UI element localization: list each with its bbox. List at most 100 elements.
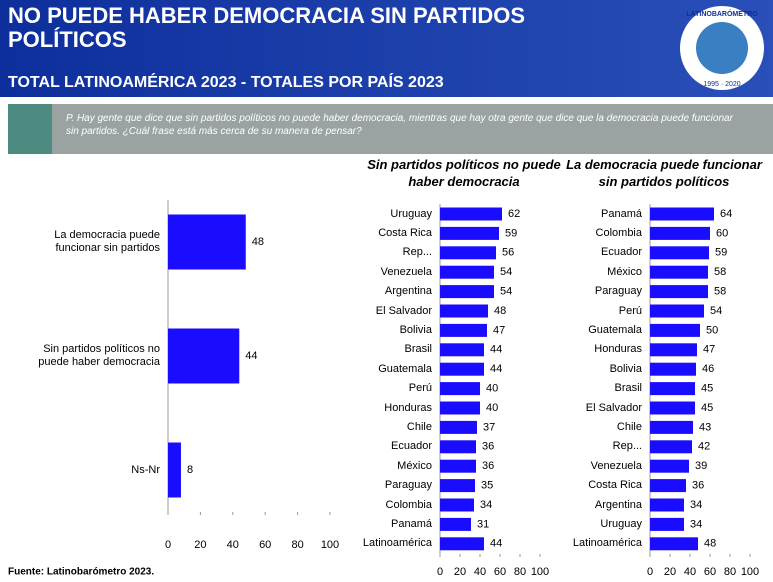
value-label: 39 [695, 460, 707, 472]
value-label: 36 [482, 460, 494, 472]
chart-title-box: La democracia puede funcionar sin partid… [555, 156, 773, 196]
value-label: 44 [490, 344, 502, 356]
bar [440, 305, 488, 318]
logo-globe [696, 22, 748, 74]
bar [440, 324, 487, 337]
bar [440, 499, 474, 512]
x-tick-label: 100 [321, 539, 339, 551]
x-tick-label: 80 [514, 566, 526, 578]
x-tick-label: 40 [684, 566, 696, 578]
value-label: 43 [699, 421, 711, 433]
category-label-box: Latinoamérica [342, 524, 432, 564]
bar [650, 343, 697, 356]
x-tick-label: 100 [741, 566, 759, 578]
x-tick-label: 20 [454, 566, 466, 578]
value-label: 31 [477, 518, 489, 530]
value-label: 40 [486, 383, 498, 395]
bar [440, 227, 499, 240]
value-label: 54 [500, 266, 512, 278]
value-label: 45 [701, 402, 713, 414]
value-label: 64 [720, 208, 732, 220]
x-tick-label: 40 [227, 539, 239, 551]
x-tick-label: 80 [724, 566, 736, 578]
x-tick-label: 60 [704, 566, 716, 578]
bar [650, 363, 696, 376]
category-label: Latinoamérica [542, 524, 642, 564]
bar [440, 518, 471, 531]
value-label: 44 [490, 538, 502, 550]
value-label: 44 [490, 363, 502, 375]
header-title: NO PUEDE HABER DEMOCRACIA SIN PARTIDOS P… [8, 4, 648, 52]
chart-title-box: Sin partidos políticos no puede haber de… [355, 156, 573, 196]
bar [168, 443, 181, 498]
bar [440, 246, 496, 259]
value-label: 36 [692, 480, 704, 492]
bar [440, 402, 480, 415]
bar [440, 285, 494, 298]
value-label: 48 [252, 236, 264, 248]
header-subtitle: TOTAL LATINOAMÉRICA 2023 - TOTALES POR P… [8, 72, 444, 91]
value-label: 34 [690, 518, 702, 530]
value-label: 8 [187, 464, 193, 476]
bar [440, 363, 484, 376]
x-tick-label: 0 [437, 566, 443, 578]
bar [650, 324, 700, 337]
bar [650, 460, 689, 473]
value-label: 46 [702, 363, 714, 375]
bar [440, 266, 494, 279]
bar [440, 208, 502, 221]
bar [168, 329, 239, 384]
category-label: La democracia puede funcionar sin partid… [10, 222, 160, 262]
question: P. Hay gente que dice que sin partidos p… [66, 112, 746, 138]
value-label: 62 [508, 208, 520, 220]
bar [440, 343, 484, 356]
logo-years: 1995 · 2020 [703, 81, 740, 88]
logo-name: LATINOBARÓMETRO [686, 9, 758, 18]
category-label: Latinoamérica [342, 524, 432, 564]
value-label: 47 [703, 344, 715, 356]
bar [650, 227, 710, 240]
x-tick-label: 100 [531, 566, 549, 578]
value-label: 54 [500, 286, 512, 298]
bar [650, 440, 692, 453]
value-label: 42 [698, 441, 710, 453]
category-label-box: Ns-Nr [10, 450, 160, 490]
value-label: 58 [714, 266, 726, 278]
source: Fuente: Latinobarómetro 2023. [8, 567, 154, 578]
chart-title: Sin partidos políticos no puede haber de… [355, 156, 573, 190]
value-label: 60 [716, 227, 728, 239]
bar [650, 246, 709, 259]
value-label: 45 [701, 383, 713, 395]
bar [650, 305, 704, 318]
category-label: Sin partidos políticos no puede haber de… [10, 336, 160, 376]
category-label: Ns-Nr [10, 450, 160, 490]
x-tick-label: 80 [291, 539, 303, 551]
x-tick-label: 20 [194, 539, 206, 551]
value-label: 47 [493, 324, 505, 336]
question-marker [8, 104, 52, 154]
bar [168, 215, 246, 270]
bar [650, 421, 693, 434]
category-label-box: Sin partidos políticos no puede haber de… [10, 336, 160, 376]
bar [440, 421, 477, 434]
x-tick-label: 60 [494, 566, 506, 578]
value-label: 56 [502, 247, 514, 259]
bar [650, 518, 684, 531]
bar [440, 537, 484, 550]
value-label: 50 [706, 324, 718, 336]
bar [650, 537, 698, 550]
category-label-box: La democracia puede funcionar sin partid… [10, 222, 160, 262]
x-tick-label: 0 [165, 539, 171, 551]
value-label: 59 [715, 247, 727, 259]
bar [650, 208, 714, 221]
x-tick-label: 20 [664, 566, 676, 578]
bar [440, 479, 475, 492]
value-label: 34 [480, 499, 492, 511]
value-label: 36 [482, 441, 494, 453]
value-label: 35 [481, 480, 493, 492]
value-label: 37 [483, 421, 495, 433]
value-label: 54 [710, 305, 722, 317]
bar [440, 440, 476, 453]
value-label: 44 [245, 350, 257, 362]
value-label: 40 [486, 402, 498, 414]
